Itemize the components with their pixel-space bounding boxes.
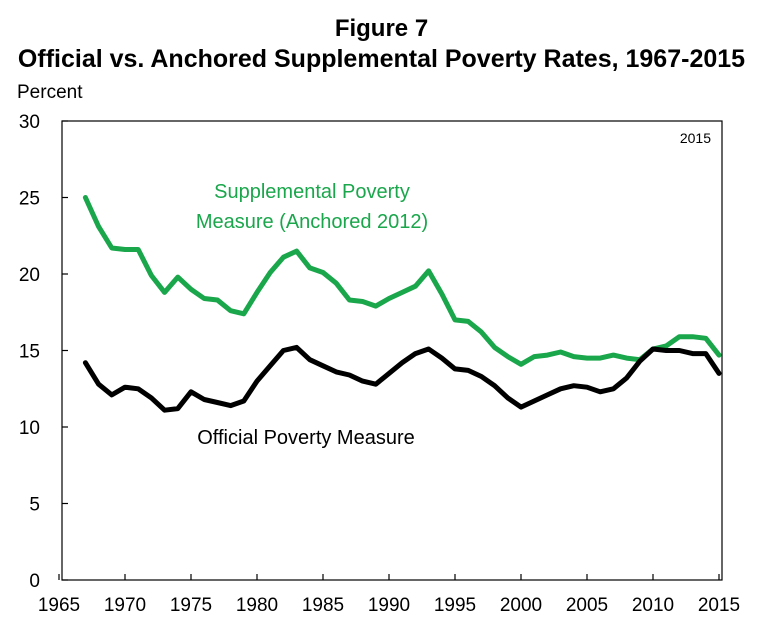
y-axis: 0 5 10 15 20 25 30 — [19, 112, 68, 592]
x-tick-label: 1995 — [434, 595, 476, 616]
x-tick-label: 2015 — [698, 595, 740, 616]
figure-number: Figure 7 — [334, 15, 429, 42]
y-tick-label: 5 — [29, 495, 40, 516]
x-tick-label: 1970 — [104, 595, 146, 616]
supplemental-series-label: Supplemental Poverty — [214, 181, 410, 203]
y-tick-label: 25 — [19, 189, 40, 210]
x-tick-label: 1975 — [170, 595, 212, 616]
y-tick-label: 15 — [19, 342, 40, 363]
series-labels: Supplemental Poverty Measure (Anchored 20… — [196, 181, 428, 449]
chart-title: Official vs. Anchored Supplemental Pover… — [17, 45, 746, 73]
y-tick-label: 30 — [19, 112, 40, 133]
y-tick-label: 20 — [19, 265, 40, 286]
x-tick-label: 1980 — [236, 595, 278, 616]
supplemental-series-label: Measure (Anchored 2012) — [196, 211, 428, 233]
x-tick-label: 1990 — [368, 595, 410, 616]
x-tick-label: 2000 — [500, 595, 542, 616]
x-tick-label: 1985 — [302, 595, 344, 616]
y-tick-label: 0 — [29, 571, 40, 592]
x-tick-label: 2010 — [632, 595, 674, 616]
supplemental-poverty-line — [82, 195, 722, 367]
x-axis: 1965 1970 1975 1980 1985 1990 1995 2000 2005 2010… — [38, 574, 740, 616]
title-block: Figure 7 Official vs. Anchored Supplemen… — [0, 14, 763, 74]
y-axis-label: Percent — [17, 82, 83, 103]
corner-year-label: 2015 — [680, 130, 711, 146]
y-tick-label: 10 — [19, 418, 40, 439]
official-poverty-line — [82, 344, 722, 413]
official-series-label: Official Poverty Measure — [197, 427, 415, 449]
series-lines — [82, 195, 722, 413]
x-tick-label: 1965 — [38, 595, 80, 616]
x-tick-label: 2005 — [566, 595, 608, 616]
